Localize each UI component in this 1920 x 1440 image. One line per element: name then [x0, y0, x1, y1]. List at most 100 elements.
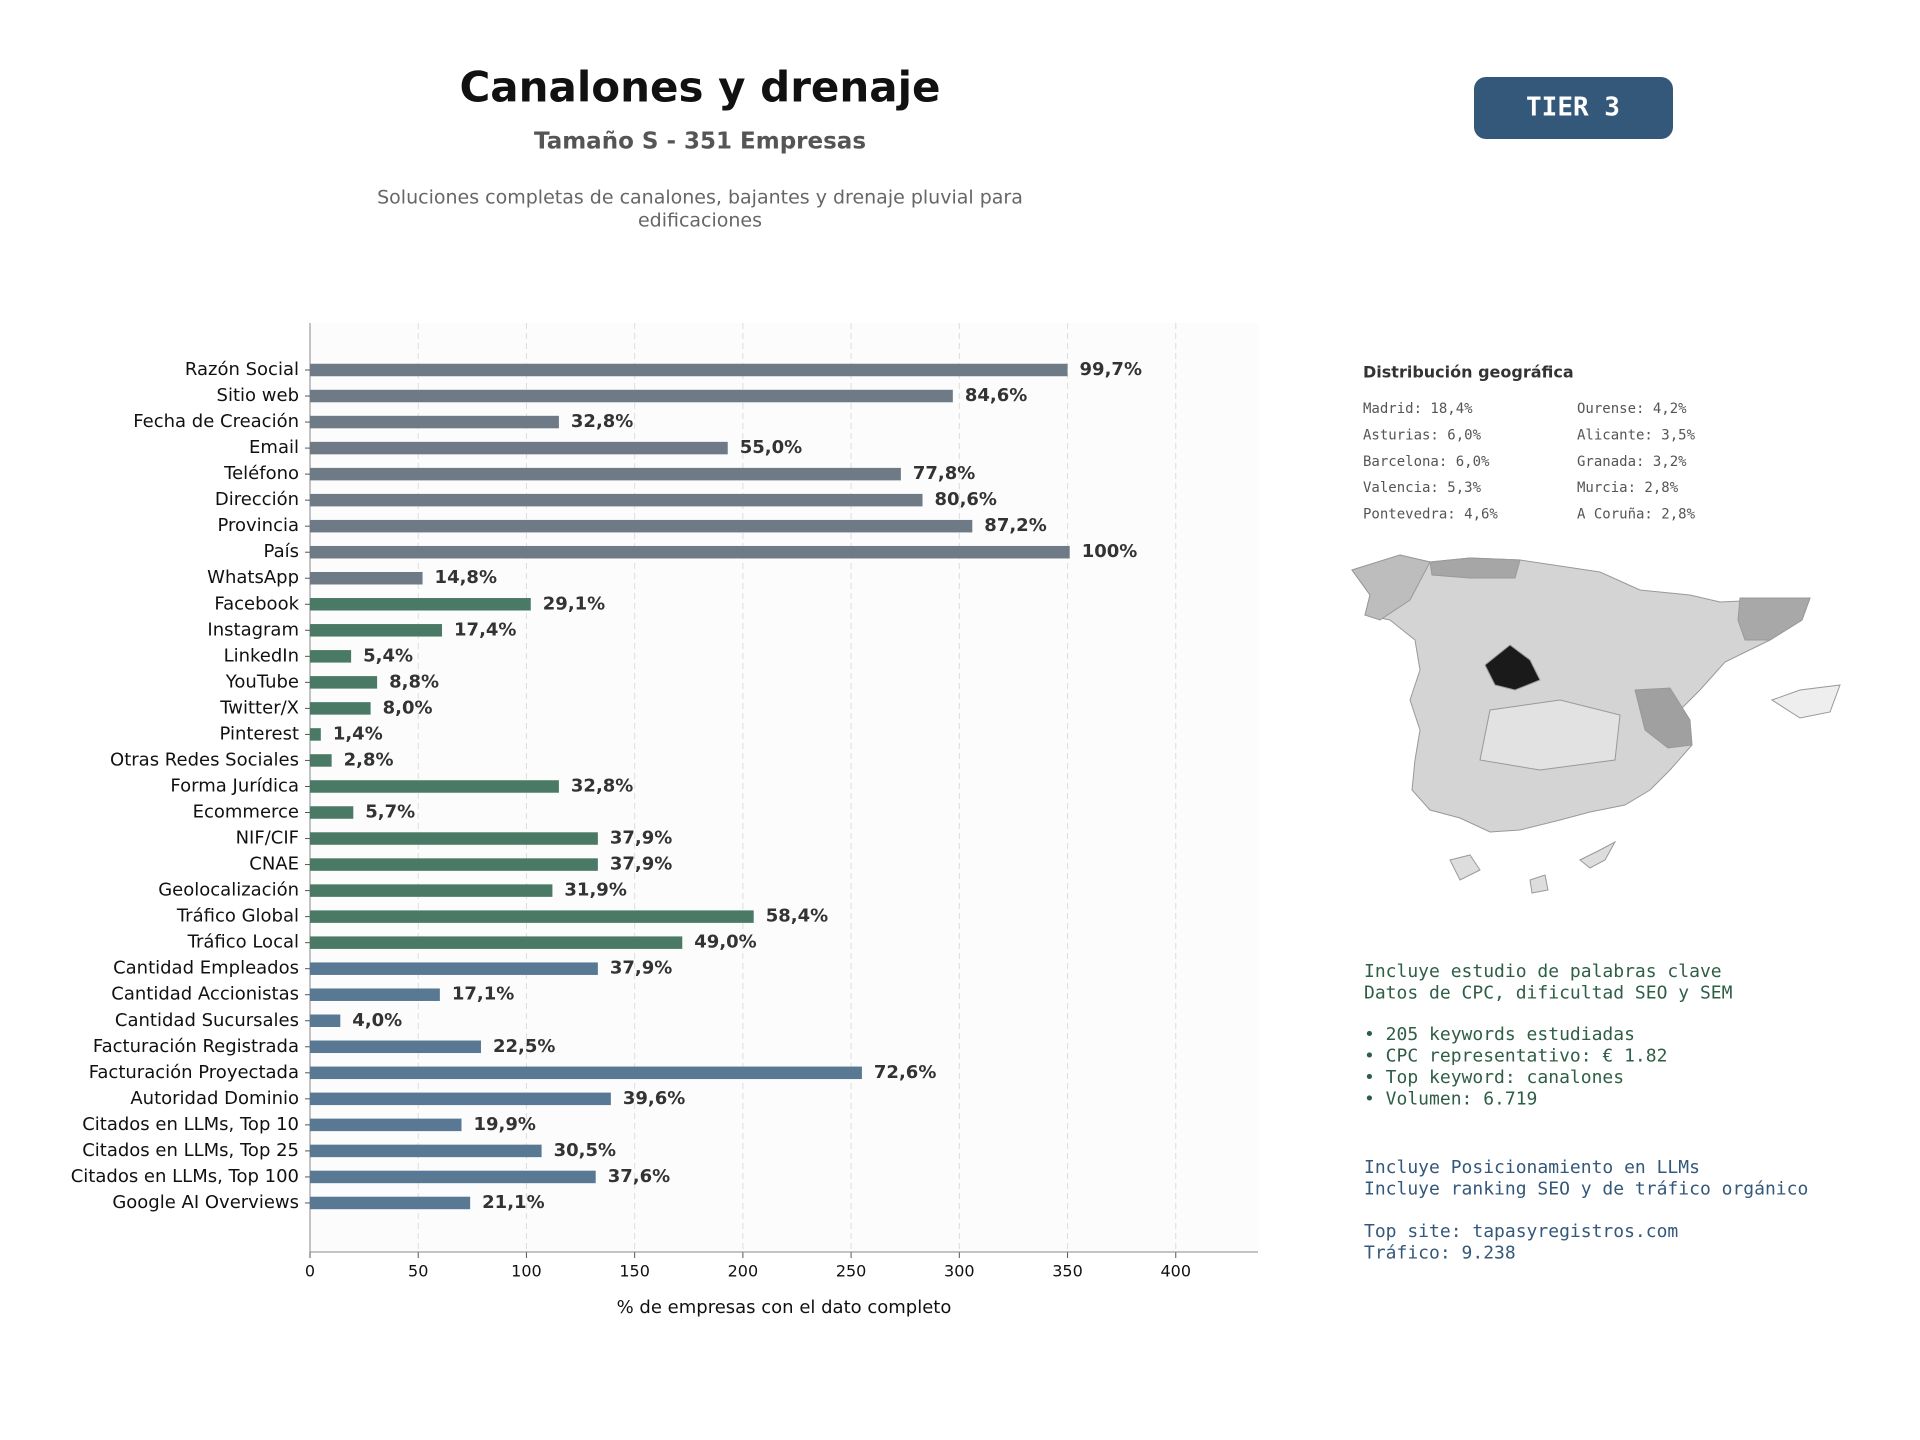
y-tick-label: Sitio web [217, 385, 299, 406]
y-tick-label: Tráfico Global [176, 906, 299, 927]
y-tick-label: LinkedIn [224, 645, 299, 666]
y-tick-label: Razón Social [185, 359, 299, 380]
y-tick-label: Email [249, 437, 299, 458]
bar [310, 493, 923, 507]
value-label: 55,0% [740, 437, 802, 458]
bar [310, 858, 598, 871]
y-tick-label: Twitter/X [219, 697, 299, 718]
bar [310, 780, 559, 793]
geo-entry: Valencia: 5,3% [1363, 480, 1482, 496]
value-label: 80,6% [935, 489, 997, 510]
geo-entry: Alicante: 3,5% [1577, 427, 1696, 443]
info-line: Datos de CPC, dificultad SEO y SEM [1364, 983, 1733, 1004]
info-line: • CPC representativo: € 1.82 [1364, 1046, 1667, 1067]
y-tick-label: Ecommerce [193, 802, 299, 823]
region [1479, 699, 1621, 771]
value-label: 19,9% [474, 1114, 536, 1135]
x-tick-label: 250 [836, 1262, 867, 1281]
info-line: • Volumen: 6.719 [1364, 1089, 1537, 1110]
y-tick-label: Facturación Registrada [93, 1036, 299, 1057]
value-label: 99,7% [1080, 359, 1142, 380]
value-label: 87,2% [984, 515, 1046, 536]
y-tick-label: Cantidad Accionistas [111, 984, 299, 1005]
value-label: 84,6% [965, 385, 1027, 406]
islands [1449, 854, 1481, 881]
value-label: 17,1% [452, 984, 514, 1005]
bar [310, 1066, 862, 1080]
info-line: Top site: tapasyregistros.com [1364, 1221, 1678, 1242]
bar [310, 1170, 596, 1184]
info-line: Incluye ranking SEO y de tráfico orgánic… [1364, 1179, 1808, 1200]
bar [310, 1092, 611, 1106]
value-label: 31,9% [564, 880, 626, 901]
bar [310, 415, 559, 429]
y-tick-label: Fecha de Creación [133, 411, 299, 432]
bar [310, 1196, 471, 1210]
description: edificaciones [638, 210, 762, 232]
value-label: 37,9% [610, 828, 672, 849]
value-label: 58,4% [766, 906, 828, 927]
value-label: 30,5% [554, 1140, 616, 1161]
bar [310, 441, 728, 455]
bar [310, 598, 531, 611]
tier-badge [1474, 77, 1673, 139]
x-tick-label: 200 [728, 1262, 759, 1281]
value-label: 14,8% [435, 567, 497, 588]
bar [310, 545, 1070, 559]
value-label: 29,1% [543, 593, 605, 614]
geo-title: Distribución geográfica [1363, 363, 1574, 382]
bar [310, 910, 754, 923]
value-label: 39,6% [623, 1088, 685, 1109]
bar [310, 936, 683, 949]
geo-entry: Ourense: 4,2% [1577, 401, 1687, 417]
value-label: 22,5% [493, 1036, 555, 1057]
bar [310, 1144, 542, 1158]
y-tick-label: Citados en LLMs, Top 100 [71, 1166, 299, 1187]
value-label: 17,4% [454, 619, 516, 640]
value-label: 8,8% [389, 671, 439, 692]
info-line: Tráfico: 9.238 [1364, 1243, 1516, 1264]
value-label: 32,8% [571, 775, 633, 796]
y-tick-label: Citados en LLMs, Top 25 [82, 1140, 299, 1161]
chart-subtitle: Tamaño S - 351 Empresas [534, 129, 866, 155]
value-label: 37,9% [610, 958, 672, 979]
value-label: 4,0% [352, 1010, 402, 1031]
region [1429, 557, 1521, 579]
value-label: 77,8% [913, 463, 975, 484]
geo-entry: Granada: 3,2% [1577, 454, 1687, 470]
value-label: 72,6% [874, 1062, 936, 1083]
bar [310, 728, 321, 741]
geo-entry: Madrid: 18,4% [1363, 401, 1473, 417]
y-tick-label: Dirección [215, 489, 299, 510]
bar [310, 1014, 341, 1027]
y-tick-label: CNAE [249, 854, 299, 875]
value-label: 2,8% [344, 749, 394, 770]
geo-entry: Pontevedra: 4,6% [1363, 507, 1498, 523]
y-tick-label: Instagram [207, 619, 299, 640]
bar [310, 884, 553, 897]
value-label: 21,1% [482, 1192, 544, 1213]
mainland [1351, 554, 1811, 833]
bar [310, 962, 598, 975]
y-tick-label: NIF/CIF [236, 828, 299, 849]
y-tick-label: Pinterest [219, 723, 299, 744]
islands [1770, 684, 1841, 719]
y-tick-label: País [264, 541, 299, 562]
geo-entry: Barcelona: 6,0% [1363, 454, 1490, 470]
geo-list: Madrid: 18,4% Asturias: 6,0% Barcelona: 6,… [1363, 401, 1696, 523]
bar [310, 806, 354, 819]
y-tick-label: Google AI Overviews [112, 1192, 299, 1213]
islands [1529, 874, 1549, 894]
chart-title: Canalones y drenaje [459, 63, 940, 112]
y-tick-label: YouTube [225, 671, 299, 692]
geo-entry: Murcia: 2,8% [1577, 480, 1679, 496]
y-tick-label: Geolocalización [158, 880, 299, 901]
bar [310, 676, 378, 689]
region [1351, 554, 1431, 621]
value-label: 37,6% [608, 1166, 670, 1187]
x-tick-label: 400 [1160, 1262, 1191, 1281]
value-label: 5,7% [365, 802, 415, 823]
x-tick-label: 0 [305, 1262, 315, 1281]
bar [310, 467, 901, 481]
